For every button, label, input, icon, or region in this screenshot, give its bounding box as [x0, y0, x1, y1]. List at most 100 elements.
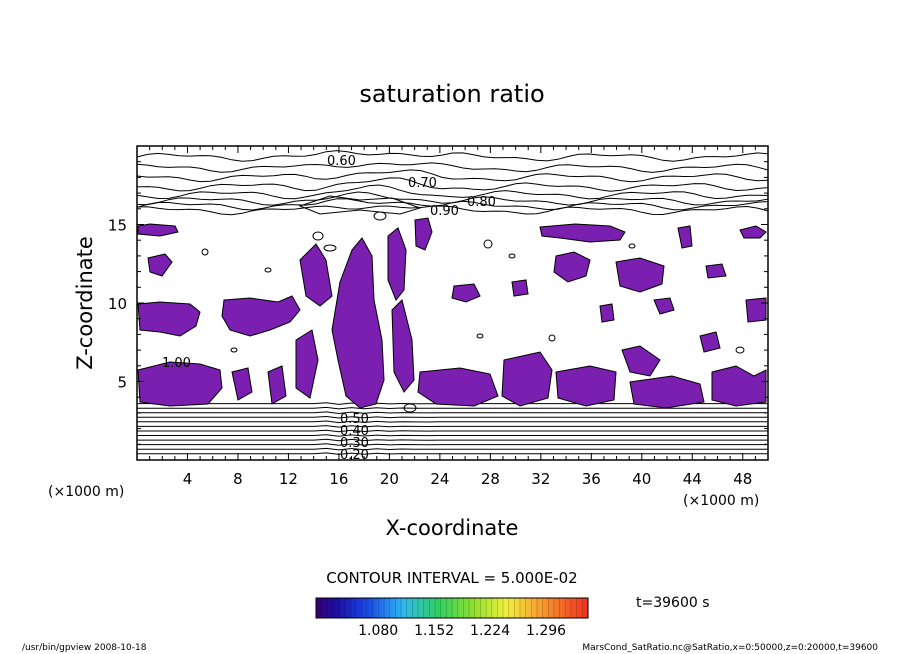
upper-contour-line	[136, 169, 769, 183]
shaded-region	[267, 365, 287, 405]
upper-contour-line	[136, 162, 769, 173]
y-tick-label: 15	[108, 217, 127, 235]
noise-loop	[508, 253, 516, 259]
shaded-region	[387, 227, 407, 301]
shaded-region	[137, 361, 223, 407]
lower-contour-line	[137, 447, 768, 451]
noise-loop	[548, 334, 556, 342]
contour-label: 0.50	[340, 412, 369, 427]
shaded-region	[553, 251, 591, 283]
noise-loop	[735, 346, 745, 354]
shaded-region	[653, 297, 675, 315]
colorbar-tick-label: 1.296	[526, 623, 566, 639]
x-tick-label: 28	[481, 470, 500, 488]
shaded-region	[417, 367, 499, 407]
shaded-region	[451, 283, 481, 303]
contour-label: 0.60	[327, 154, 356, 169]
noise-loop	[230, 347, 238, 353]
contour-label: 0.70	[408, 176, 437, 191]
shaded-region	[711, 365, 767, 407]
time-label: t=39600 s	[636, 595, 710, 611]
colorbar	[315, 597, 589, 619]
shaded-region	[137, 223, 179, 237]
chart-title: saturation ratio	[359, 80, 544, 108]
contour-label: 0.90	[430, 204, 459, 219]
lower-contour-line	[137, 429, 768, 433]
contour-label: 1.00	[162, 356, 191, 371]
lower-contour-line	[137, 443, 768, 446]
shaded-region	[295, 329, 319, 399]
contour-label: 0.40	[340, 424, 369, 439]
x-tick-label: 8	[233, 470, 243, 488]
lower-contour-line	[137, 434, 768, 437]
lower-contour-line	[137, 452, 768, 455]
x-tick-label: 4	[183, 470, 193, 488]
shaded-region	[391, 299, 415, 393]
lower-contour-line	[137, 411, 768, 415]
x-tick-label: 36	[582, 470, 601, 488]
shaded-region	[137, 301, 201, 337]
shaded-region	[615, 257, 665, 293]
y-axis-unit: (×1000 m)	[48, 484, 124, 500]
shaded-region	[539, 223, 626, 243]
noise-loop	[628, 243, 636, 249]
shaded-region	[745, 297, 767, 323]
x-tick-label: 32	[531, 470, 550, 488]
x-tick-label: 24	[430, 470, 449, 488]
shaded-region	[511, 279, 529, 297]
supersaturation-regions	[137, 217, 767, 409]
shaded-region	[331, 237, 385, 409]
contour-label: 0.80	[467, 195, 496, 210]
colorbar-tick-label: 1.080	[358, 623, 398, 639]
shaded-region	[299, 243, 333, 307]
colorbar-segment-lines	[321, 598, 583, 618]
x-axis-unit: (×1000 m)	[683, 493, 759, 509]
noise-loop	[483, 239, 493, 249]
noise-loop	[476, 333, 484, 339]
upper-contour-line	[136, 205, 769, 216]
y-tick-label: 5	[117, 374, 127, 392]
lower-contour-line	[137, 406, 768, 410]
noise-loop	[323, 244, 337, 252]
shaded-region	[221, 295, 301, 337]
upper-contour-lines	[136, 150, 769, 216]
x-tick-label: 12	[279, 470, 298, 488]
y-tick-label: 10	[108, 295, 127, 313]
shaded-region	[414, 217, 433, 251]
x-tick-label: 16	[329, 470, 348, 488]
lower-contour-line	[137, 425, 768, 428]
noise-loop	[264, 267, 272, 273]
upper-contour-line	[136, 150, 769, 162]
lower-contour-line	[137, 415, 768, 419]
shaded-region	[147, 253, 173, 277]
y-tick-labels: 5 10 15	[108, 217, 127, 392]
upper-contour-line	[136, 184, 769, 200]
noise-loop	[298, 195, 422, 215]
upper-contour-line	[136, 198, 769, 211]
x-tick-labels: 4 8 12 16 20 24 28 32 36 40 44 48	[183, 470, 753, 488]
x-tick-label: 40	[632, 470, 651, 488]
shaded-region	[599, 303, 615, 323]
contour-label: 0.30	[340, 436, 369, 451]
noise-loop	[201, 248, 209, 256]
noise-contours	[201, 195, 745, 413]
shaded-region	[739, 225, 767, 239]
colorbar-tick-labels: 1.080 1.152 1.224 1.296	[358, 623, 566, 639]
colorbar-tick-label: 1.152	[414, 623, 454, 639]
lower-contour-line	[137, 420, 768, 424]
x-tick-label: 48	[733, 470, 752, 488]
shaded-region	[677, 225, 693, 249]
x-tick-label: 20	[380, 470, 399, 488]
shaded-region	[555, 365, 617, 407]
shaded-region	[231, 367, 253, 401]
x-tick-label: 44	[683, 470, 702, 488]
y-axis-label: Z-coordinate	[73, 236, 97, 370]
footer-right: MarsCond_SatRatio.nc@SatRatio,x=0:50000,…	[582, 643, 878, 653]
footer-left: /usr/bin/gpview 2008-10-18	[22, 643, 147, 653]
lower-contour-line	[137, 438, 768, 442]
shaded-region	[629, 375, 705, 409]
shaded-region	[621, 345, 661, 377]
noise-loop	[312, 231, 324, 241]
plot-area: 0.60 0.70 0.80 0.90 1.00 0.20 0.30 0.40 …	[136, 145, 769, 463]
